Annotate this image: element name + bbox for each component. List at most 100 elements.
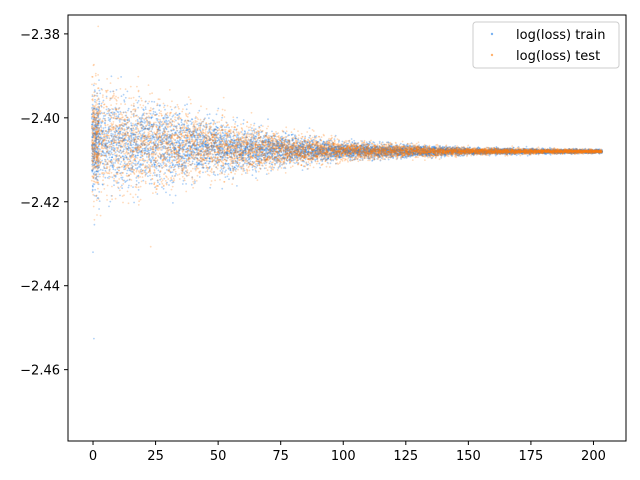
- data-point: [95, 137, 97, 140]
- data-point: [92, 132, 95, 135]
- data-point: [140, 156, 142, 159]
- data-point: [162, 187, 165, 190]
- data-point: [92, 112, 94, 114]
- data-point: [94, 113, 97, 116]
- data-point: [319, 166, 321, 169]
- data-point: [253, 122, 256, 125]
- data-point: [164, 115, 166, 117]
- data-point: [292, 133, 294, 136]
- data-point: [95, 133, 98, 136]
- data-point: [242, 119, 245, 121]
- data-point: [106, 158, 109, 161]
- data-point: [195, 131, 197, 134]
- data-point: [93, 155, 96, 158]
- data-point: [137, 181, 140, 184]
- data-point: [91, 185, 94, 187]
- data-point: [136, 196, 139, 198]
- data-point: [98, 100, 101, 103]
- data-point: [93, 194, 96, 197]
- data-point: [128, 118, 130, 120]
- data-point: [98, 103, 100, 105]
- data-point: [104, 122, 106, 124]
- data-point: [127, 107, 130, 110]
- data-point: [138, 95, 141, 98]
- data-point: [163, 177, 166, 180]
- data-point: [210, 122, 212, 124]
- data-point: [106, 112, 108, 115]
- data-point: [95, 133, 98, 136]
- data-point: [120, 76, 122, 78]
- data-point: [233, 128, 236, 131]
- data-point: [124, 181, 127, 184]
- data-point: [93, 116, 96, 119]
- data-point: [95, 137, 97, 140]
- data-point: [224, 176, 227, 179]
- data-point: [92, 160, 95, 163]
- data-point: [188, 112, 191, 114]
- data-point: [92, 153, 94, 155]
- data-point: [157, 169, 160, 172]
- data-point: [107, 116, 110, 119]
- data-point: [93, 116, 95, 119]
- data-point: [93, 124, 95, 127]
- data-point: [91, 133, 94, 135]
- data-point: [97, 169, 100, 172]
- data-point: [91, 134, 94, 137]
- data-point: [349, 158, 352, 161]
- data-point: [123, 162, 126, 165]
- data-point: [143, 122, 146, 124]
- data-point: [185, 183, 188, 185]
- data-point: [271, 130, 273, 133]
- data-point: [95, 177, 98, 180]
- data-point: [144, 108, 147, 110]
- data-point: [137, 106, 140, 109]
- data-point: [91, 170, 94, 173]
- data-point: [135, 155, 137, 157]
- data-point: [102, 99, 105, 102]
- data-point: [206, 113, 209, 116]
- data-point: [92, 118, 95, 121]
- data-point: [92, 148, 95, 150]
- data-point: [98, 200, 101, 203]
- data-point: [151, 100, 153, 103]
- data-point: [90, 113, 93, 116]
- data-point: [91, 128, 94, 131]
- data-point: [123, 99, 126, 102]
- data-point: [175, 173, 177, 175]
- data-point: [95, 143, 97, 146]
- data-point: [95, 173, 98, 176]
- data-point: [260, 124, 263, 127]
- data-point: [118, 113, 120, 116]
- data-point: [93, 164, 95, 167]
- data-point: [115, 115, 118, 118]
- data-point: [221, 116, 224, 119]
- data-point: [308, 136, 311, 139]
- data-point: [99, 92, 102, 95]
- data-point: [93, 167, 95, 169]
- data-point: [91, 148, 94, 151]
- data-point: [93, 112, 95, 115]
- data-point: [126, 169, 129, 172]
- data-point: [244, 172, 247, 174]
- data-point: [166, 120, 168, 123]
- data-point: [93, 149, 96, 152]
- data-point: [152, 110, 155, 113]
- data-point: [171, 171, 174, 174]
- data-point: [124, 96, 127, 99]
- data-point: [95, 128, 97, 131]
- data-point: [119, 194, 121, 197]
- data-point: [171, 164, 174, 167]
- data-point: [112, 168, 115, 171]
- data-point: [254, 128, 257, 131]
- data-point: [94, 162, 97, 165]
- data-point: [170, 108, 173, 111]
- data-point: [151, 132, 154, 134]
- data-point: [165, 191, 167, 194]
- data-point: [136, 166, 139, 169]
- data-point: [180, 121, 183, 124]
- data-point: [137, 100, 140, 102]
- data-point: [132, 136, 135, 139]
- data-point: [159, 163, 162, 165]
- data-point: [91, 143, 93, 146]
- data-point: [95, 117, 98, 119]
